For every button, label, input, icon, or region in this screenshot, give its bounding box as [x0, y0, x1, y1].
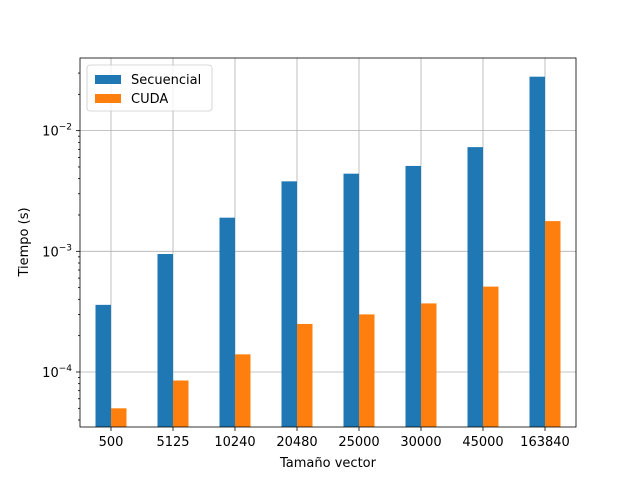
x-tick-label: 20480 — [276, 435, 317, 450]
y-tick-base: 10 — [42, 125, 59, 140]
x-tick-label: 45000 — [462, 435, 503, 450]
bar-secuencial-25000 — [343, 173, 359, 427]
y-tick-label: 10−3 — [42, 243, 72, 260]
legend: Secuencial CUDA — [86, 64, 213, 112]
y-tick-exponent: −3 — [59, 243, 72, 253]
x-tick-label: 10240 — [214, 435, 255, 450]
y-tick-exponent: −2 — [59, 123, 72, 133]
legend-swatch — [95, 75, 121, 84]
x-axis-ticks: 500 5125 10240 20480 25000 30000 45000 163840 — [99, 427, 570, 450]
y-axis-ticks: 10−410−310−2 — [42, 72, 80, 421]
bar-cuda-500 — [111, 408, 127, 427]
x-axis-label: Tamaño vector — [279, 456, 377, 471]
y-tick-label: 10−4 — [42, 364, 72, 381]
bar-secuencial-30000 — [405, 165, 421, 427]
bar-secuencial-10240 — [219, 217, 235, 427]
bar-secuencial-45000 — [467, 147, 483, 427]
bar-cuda-163840 — [545, 221, 561, 427]
y-tick-exponent: −4 — [59, 364, 73, 374]
legend-swatch — [95, 94, 121, 103]
legend-label: Secuencial — [131, 73, 201, 88]
legend-label: CUDA — [131, 92, 168, 107]
plot-frame — [79, 57, 577, 428]
x-tick-label: 5125 — [156, 435, 189, 450]
y-axis-label: Tiempo (s) — [17, 207, 32, 277]
bar-secuencial-500 — [95, 304, 111, 427]
x-tick-label: 25000 — [338, 435, 379, 450]
y-tick-base: 10 — [42, 366, 59, 381]
bar-cuda-10240 — [235, 354, 251, 427]
bar-layer — [95, 76, 561, 427]
bar-secuencial-163840 — [529, 76, 545, 427]
bar-secuencial-5125 — [157, 254, 173, 427]
bar-cuda-5125 — [173, 380, 189, 427]
bar-cuda-30000 — [421, 303, 437, 427]
y-tick-label: 10−2 — [42, 123, 72, 140]
y-tick-base: 10 — [42, 245, 59, 260]
bar-secuencial-20480 — [281, 181, 297, 427]
bar-cuda-45000 — [483, 286, 499, 427]
bar-cuda-20480 — [297, 323, 313, 427]
x-tick-label: 30000 — [400, 435, 441, 450]
x-tick-label: 500 — [99, 435, 124, 450]
x-tick-label: 163840 — [520, 435, 570, 450]
bar-cuda-25000 — [359, 314, 375, 427]
